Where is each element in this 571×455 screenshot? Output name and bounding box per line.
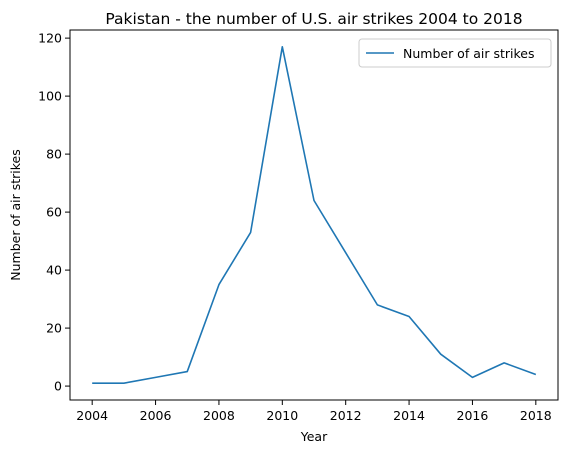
x-axis: 2004 2006 2008 2010 2012 2014 2016 2018 — [76, 400, 552, 423]
y-axis-label: Number of air strikes — [8, 149, 23, 280]
plot-area: 2004 2006 2008 2010 2012 2014 2016 2018 0 20 40 60… — [38, 29, 559, 423]
y-tick-label: 100 — [38, 89, 62, 104]
y-tick-label: 0 — [54, 379, 62, 394]
x-tick-label: 2006 — [140, 408, 172, 423]
y-tick-label: 20 — [46, 321, 62, 336]
series-line — [92, 46, 537, 384]
legend-label: Number of air strikes — [403, 46, 534, 61]
x-tick-label: 2008 — [203, 408, 235, 423]
y-axis: 0 20 40 60 80 100 120 — [38, 31, 70, 394]
plot-frame — [69, 29, 559, 401]
x-tick-label: 2014 — [393, 408, 425, 423]
x-tick-label: 2004 — [76, 408, 108, 423]
y-tick-label: 120 — [38, 31, 62, 46]
y-tick-label: 60 — [46, 205, 62, 220]
x-tick-label: 2016 — [457, 408, 489, 423]
y-tick-label: 80 — [46, 147, 62, 162]
legend: Number of air strikes — [358, 38, 552, 68]
x-tick-label: 2012 — [330, 408, 362, 423]
y-tick-label: 40 — [46, 263, 62, 278]
x-axis-label: Year — [300, 429, 328, 444]
x-tick-label: 2010 — [266, 408, 298, 423]
legend-box — [358, 38, 552, 68]
x-tick-label: 2018 — [520, 408, 552, 423]
chart-title: Pakistan - the number of U.S. air strike… — [105, 10, 522, 28]
